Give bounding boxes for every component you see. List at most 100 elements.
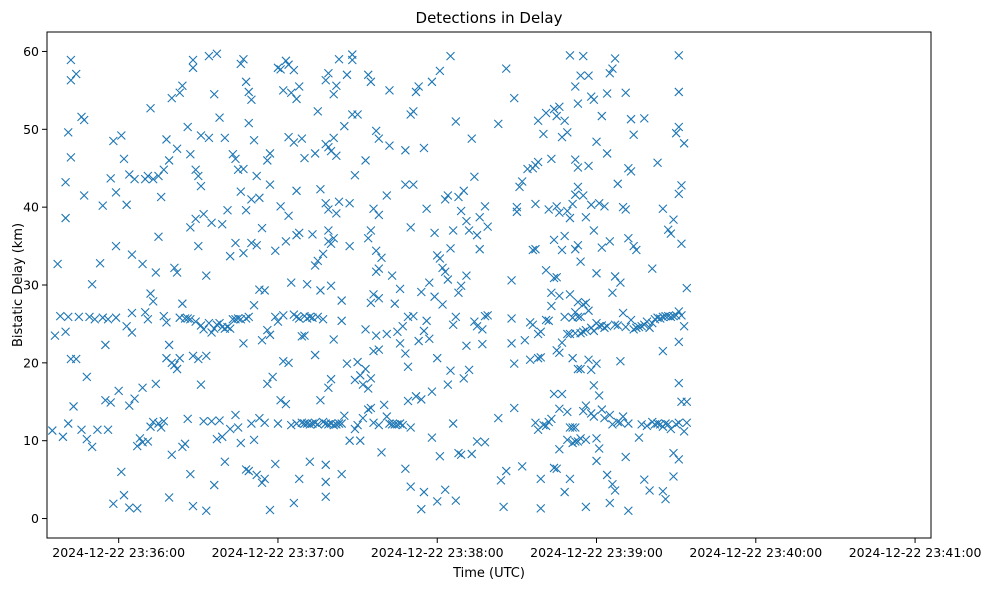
data-point [95, 258, 105, 268]
data-point [196, 181, 206, 191]
data-point [111, 313, 121, 323]
data-point [143, 437, 153, 446]
data-point [642, 317, 652, 326]
data-point [265, 505, 275, 515]
x-tick-label: 2024-12-22 23:39:00 [530, 545, 663, 560]
data-point [69, 402, 78, 411]
data-point [663, 225, 673, 235]
data-point [623, 506, 633, 516]
data-point [281, 56, 291, 66]
data-point [382, 412, 392, 421]
data-point [576, 328, 585, 338]
data-point [435, 66, 445, 76]
data-point [98, 313, 108, 323]
data-point [554, 404, 564, 414]
data-point [294, 228, 304, 238]
data-point [557, 389, 567, 399]
data-point [188, 351, 198, 361]
data-point [207, 218, 216, 228]
data-point [310, 350, 320, 360]
data-point [369, 418, 378, 428]
data-point [573, 240, 583, 250]
data-point [682, 397, 692, 407]
data-point [313, 256, 323, 266]
data-point [217, 219, 227, 229]
data-point [321, 477, 331, 487]
data-point [143, 171, 153, 181]
data-point [233, 423, 243, 432]
data-point [626, 315, 636, 325]
data-point [361, 364, 370, 374]
data-point [326, 239, 336, 249]
data-point [605, 237, 615, 246]
data-point [639, 475, 649, 485]
data-point [570, 82, 580, 91]
data-point [464, 226, 474, 235]
data-point [480, 311, 490, 321]
data-point [313, 419, 323, 429]
data-point [185, 149, 195, 159]
data-point [581, 502, 591, 512]
data-point [414, 336, 424, 346]
data-point [562, 128, 572, 137]
data-point [318, 314, 328, 324]
data-point [201, 271, 211, 281]
data-point [241, 314, 251, 323]
data-point [448, 226, 458, 235]
data-point [85, 312, 94, 322]
x-tick-label: 2024-12-22 23:41:00 [849, 545, 982, 560]
data-point [400, 464, 410, 474]
data-point [584, 71, 593, 80]
data-point [669, 448, 678, 458]
data-point [273, 63, 283, 73]
data-point [446, 51, 455, 61]
data-point [185, 223, 195, 232]
data-point [395, 338, 405, 348]
data-point [329, 89, 339, 99]
data-point [576, 433, 585, 443]
data-point [586, 200, 596, 210]
data-point [618, 308, 628, 318]
data-point [440, 194, 450, 204]
data-point [175, 353, 185, 363]
data-point [151, 268, 161, 277]
data-point [477, 339, 487, 349]
data-point [533, 157, 543, 167]
data-point [106, 173, 116, 183]
data-point [114, 386, 124, 396]
data-point [512, 207, 522, 217]
data-point [111, 187, 121, 197]
data-point [669, 215, 678, 224]
data-point [422, 316, 432, 326]
data-point [629, 130, 639, 140]
data-point [626, 166, 636, 176]
data-point [560, 116, 570, 126]
data-point [106, 398, 116, 407]
data-point [331, 151, 341, 161]
data-point [658, 486, 668, 496]
x-tick-label: 2024-12-22 23:36:00 [52, 545, 185, 560]
data-point [621, 88, 631, 98]
data-point [108, 499, 118, 509]
data-point [578, 300, 588, 309]
data-point [594, 391, 604, 400]
data-point [50, 331, 60, 340]
data-point [446, 244, 455, 253]
y-tick-label: 40 [23, 200, 39, 215]
data-point [592, 433, 601, 443]
data-point [130, 394, 139, 404]
x-tick-label: 2024-12-22 23:40:00 [689, 545, 822, 560]
data-point [63, 128, 73, 137]
data-point [573, 297, 583, 307]
data-point [581, 298, 591, 308]
data-point [663, 419, 673, 429]
data-point [467, 449, 477, 459]
data-point [528, 320, 538, 330]
data-point [212, 320, 222, 330]
data-point [172, 144, 182, 154]
data-point [451, 496, 461, 506]
data-point [249, 135, 259, 145]
data-point [605, 410, 615, 420]
data-point [674, 307, 684, 316]
data-point [446, 366, 455, 376]
